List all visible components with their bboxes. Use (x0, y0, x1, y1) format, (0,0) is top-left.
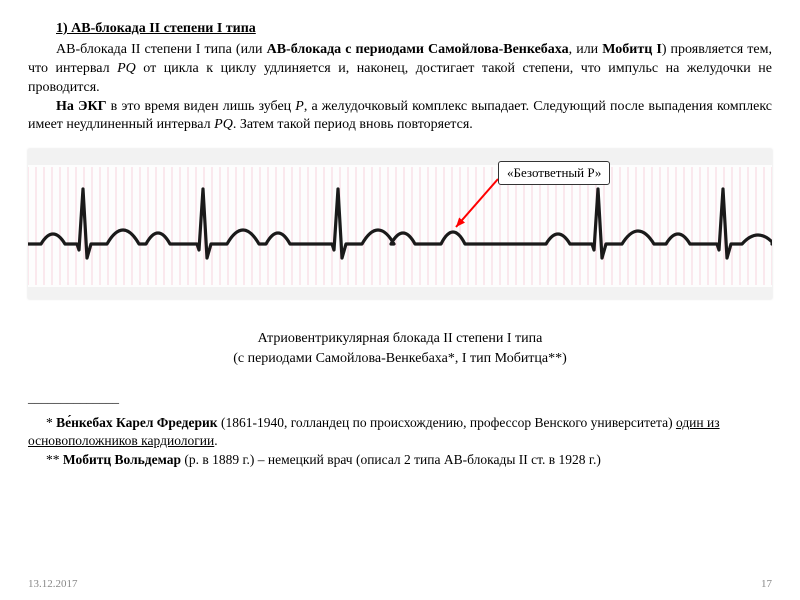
fn1-dot: . (214, 433, 217, 448)
p1-bold2: Мобитц I (602, 42, 662, 57)
p1-text4: от цикла к циклу удлиняется и, наконец, … (28, 61, 772, 95)
p1-pq: PQ (117, 61, 136, 76)
paragraph-2: На ЭКГ в это время виден лишь зубец P, а… (28, 98, 772, 136)
fn1-text: (1861-1940, голландец по происхождению, … (218, 415, 676, 430)
ecg-svg (28, 149, 772, 299)
ecg-figure: «Безответный Р» (28, 149, 772, 299)
footer-page: 17 (761, 577, 772, 592)
footnote-2: ** Мобитц Вольдемар (р. в 1889 г.) – нем… (28, 451, 772, 469)
footer-date: 13.12.2017 (28, 577, 78, 592)
paragraph-1: АВ-блокада II степени I типа (или АВ-бло… (28, 41, 772, 98)
ecg-callout: «Безответный Р» (498, 161, 610, 185)
p2-pq: PQ (214, 117, 233, 132)
fn2-name: Мобитц Вольдемар (63, 452, 181, 467)
fn1-name: Ве́нкебах Карел Фредерик (56, 415, 217, 430)
p1-text: АВ-блокада II степени I типа (или (56, 42, 267, 57)
footnote-1: * Ве́нкебах Карел Фредерик (1861-1940, г… (28, 414, 772, 450)
page-footer: 13.12.2017 17 (0, 577, 800, 592)
figure-caption: Атриовентрикулярная блокада II степени I… (28, 329, 772, 368)
caption-line2: (с периодами Самойлова-Венкебаха*, I тип… (233, 351, 567, 366)
p1-bold1: АВ-блокада с периодами Самойлова-Венкеба… (267, 42, 569, 57)
fn2-text: (р. в 1889 г.) – немецкий врач (описал 2… (181, 452, 601, 467)
p2-p: P (295, 99, 304, 114)
section-heading: 1) АВ-блокада II степени I типа (56, 20, 772, 39)
p2-bold: На ЭКГ (56, 99, 107, 114)
fn2-mark: ** (46, 452, 63, 467)
p1-text2: , или (569, 42, 603, 57)
p2-text3: . Затем такой период вновь повторяется. (233, 117, 473, 132)
fn1-mark: * (46, 415, 56, 430)
p2-text1: в это время виден лишь зубец (107, 99, 296, 114)
footnote-separator: ______________ (28, 389, 772, 407)
caption-line1: Атриовентрикулярная блокада II степени I… (258, 331, 543, 346)
